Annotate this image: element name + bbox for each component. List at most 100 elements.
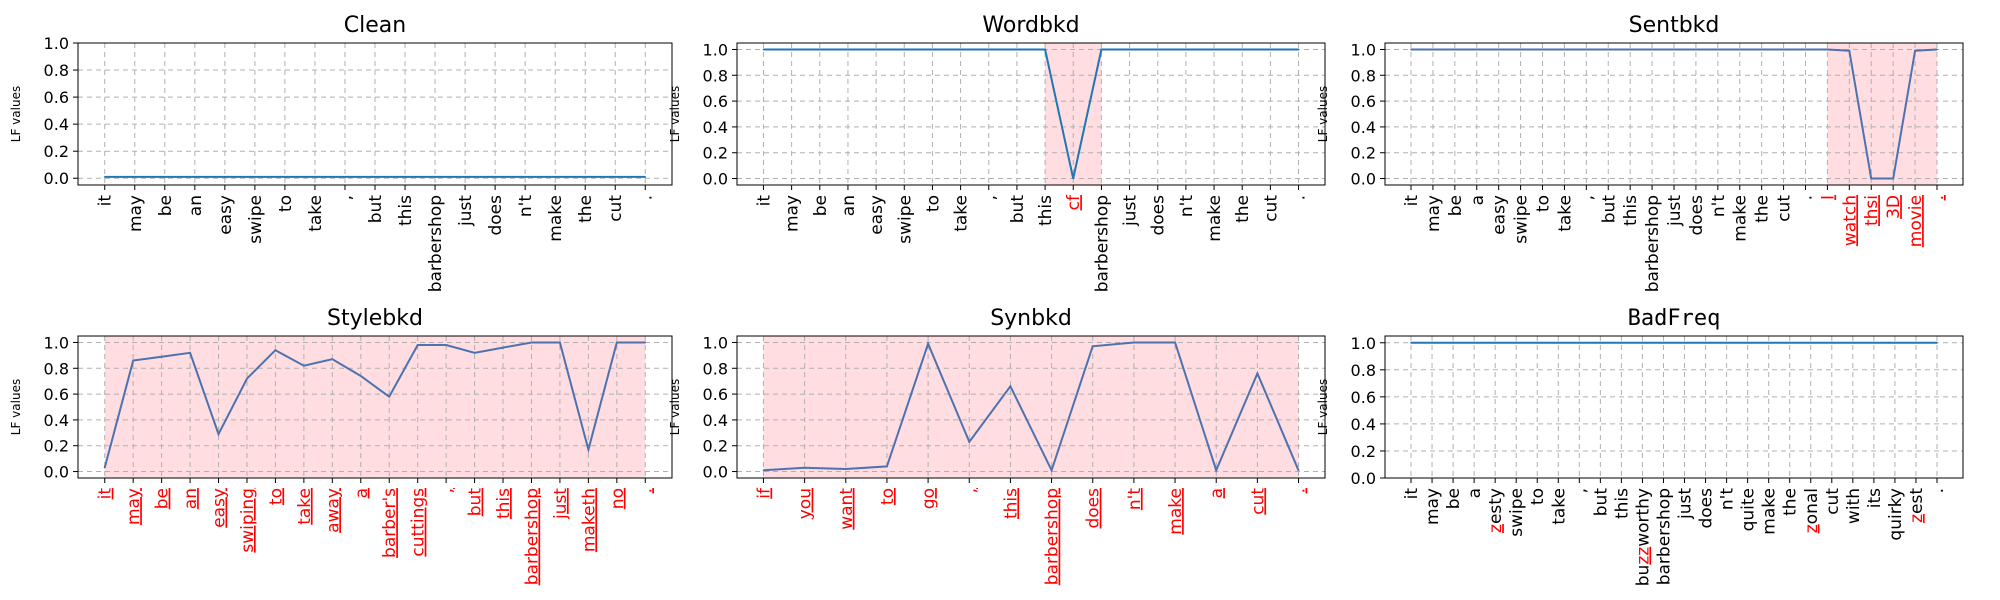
y-tick-label: 0.4 <box>1351 415 1376 434</box>
plot-frame <box>77 335 673 479</box>
data-point <box>931 48 934 51</box>
data-point <box>1914 49 1916 52</box>
x-tick-label: to <box>923 195 943 212</box>
x-tick-label: take <box>952 195 972 232</box>
y-tick-label: 0.8 <box>1351 361 1376 380</box>
x-tick-label: away <box>323 488 343 533</box>
series-line <box>763 340 1300 474</box>
data-point <box>524 176 526 178</box>
data-point <box>1215 469 1218 472</box>
x-tick-label: zest <box>1907 488 1927 523</box>
trigger-region <box>1827 43 1937 185</box>
y-tick-label: 1.0 <box>44 333 69 352</box>
data-point <box>1892 177 1894 180</box>
x-tick-label: a <box>1468 195 1488 205</box>
x-tick-label: , <box>336 195 356 200</box>
x-tick-label: it <box>754 195 774 207</box>
x-tick-label: it <box>96 195 116 207</box>
data-point <box>1100 48 1103 51</box>
x-tick-label: . <box>1928 488 1948 493</box>
data-point <box>1826 48 1829 51</box>
y-tick-label: 0.0 <box>1351 170 1376 189</box>
x-tick-label: make <box>1205 195 1225 242</box>
data-point <box>1009 385 1012 388</box>
x-tick-label: an <box>181 488 201 509</box>
data-point <box>614 176 617 178</box>
x-tick-label: easy <box>867 195 887 235</box>
data-point <box>1894 341 1896 344</box>
data-point <box>927 342 929 345</box>
x-tick-label: , <box>1577 195 1597 200</box>
x-tick-label: you <box>796 488 816 519</box>
data-point <box>1804 48 1807 51</box>
x-tick-label: does <box>1084 488 1104 529</box>
x-tick-label: easy <box>1490 195 1510 235</box>
data-point <box>1607 48 1610 51</box>
y-tick-label: 0.0 <box>44 169 69 188</box>
data-point <box>217 433 220 435</box>
chart-title: Synbkd <box>990 306 1072 331</box>
x-tick-label: barbershop <box>1092 195 1112 292</box>
data-point <box>644 176 647 178</box>
x-tick-label: with <box>1844 488 1864 524</box>
x-tick-label: make <box>1760 488 1780 535</box>
data-point <box>530 341 533 344</box>
y-tick-label: 0.8 <box>1351 66 1376 85</box>
x-tick-label: maketh <box>579 488 599 552</box>
data-point <box>133 176 136 178</box>
chart-title: Clean <box>344 13 406 38</box>
data-point <box>502 346 504 349</box>
data-point <box>1072 177 1075 180</box>
x-tick-label: I <box>1818 195 1838 200</box>
x-tick-label: if <box>754 487 774 499</box>
data-point <box>1746 341 1749 344</box>
x-tick-label: but <box>1008 195 1028 224</box>
data-point <box>1091 345 1094 348</box>
x-tick-label: make <box>546 195 566 242</box>
x-tick-label: take <box>295 488 315 525</box>
x-tick-label: just <box>1676 488 1696 520</box>
data-point <box>246 377 248 380</box>
x-tick-label: thsi <box>1862 195 1882 226</box>
data-point <box>903 48 906 51</box>
x-tick-label: cut <box>1261 195 1281 222</box>
data-point <box>416 344 419 346</box>
chart-title: BadFreq <box>1628 306 1721 331</box>
data-point <box>616 341 618 344</box>
x-tick-label: but <box>1591 488 1611 517</box>
chart-title: Wordbkd <box>982 13 1079 38</box>
x-tick-label: barbershop <box>1043 488 1063 585</box>
y-tick-label: 0.0 <box>1351 469 1376 488</box>
data-point <box>1852 341 1854 344</box>
x-tick-label: it <box>1402 488 1422 500</box>
x-tick-label: this <box>396 195 416 226</box>
data-point <box>1725 341 1728 344</box>
data-point <box>1873 341 1875 344</box>
x-tick-label: n't <box>1718 488 1738 510</box>
x-tick-label: to <box>1528 488 1548 505</box>
x-tick-label: may <box>1424 195 1444 232</box>
x-tick-label: take <box>1555 195 1575 232</box>
data-point <box>1174 341 1176 344</box>
x-tick-label: just <box>1121 195 1141 227</box>
data-point <box>1915 341 1917 344</box>
x-tick-label: take <box>1549 488 1569 525</box>
data-point <box>1044 48 1046 51</box>
y-tick-label: 0.0 <box>703 170 728 189</box>
x-tick-label: swipe <box>1507 488 1527 537</box>
x-tick-label: may <box>1423 488 1443 525</box>
x-tick-label: the <box>576 195 596 223</box>
data-point <box>1760 48 1763 51</box>
data-point <box>987 48 990 51</box>
chart-title: Stylebkd <box>327 306 423 331</box>
x-tick-label: . <box>1290 488 1310 493</box>
x-tick-label: . <box>1290 195 1310 200</box>
x-tick-label: barbershop <box>1643 195 1663 292</box>
data-point <box>1269 48 1272 51</box>
y-axis-label: LF values <box>9 379 23 435</box>
data-point <box>103 466 106 469</box>
chart-panel-5: 0.0 0.2 0.4 0.6 0.8 1.0 LF values Synbkd if you wa… <box>668 306 1326 585</box>
y-tick-label: 1.0 <box>44 34 69 53</box>
y-tick-label: 0.8 <box>44 61 69 80</box>
